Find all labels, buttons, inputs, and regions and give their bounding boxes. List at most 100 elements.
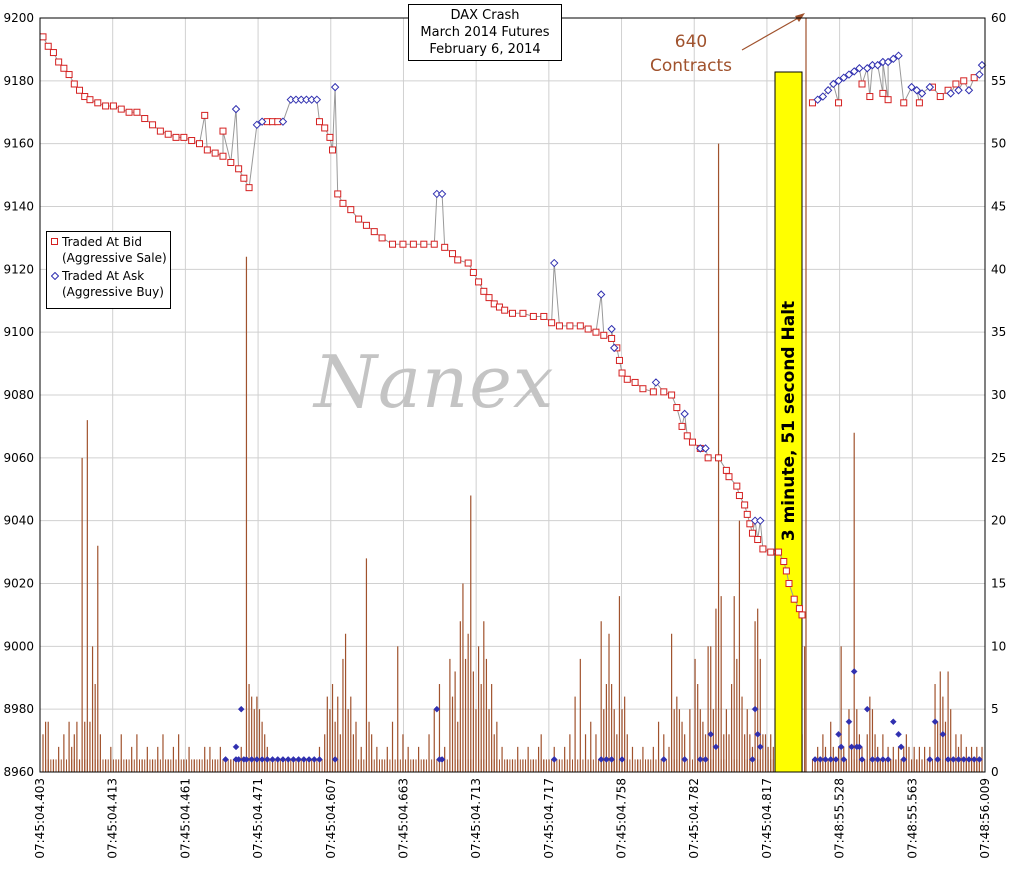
ask-point (849, 67, 859, 76)
bid-point (326, 133, 334, 141)
left-tick-label: 9160 (3, 137, 34, 151)
bid-point (566, 322, 574, 330)
ask-point (813, 95, 822, 104)
legend-bid-sublabel: (Aggressive Sale) (62, 251, 167, 265)
ask-volume-dot (438, 756, 446, 763)
halt-label: 3 minute, 51 second Halt (779, 300, 799, 542)
contracts-annotation: 640 Contracts (650, 30, 732, 78)
x-tick-label: 07:45:04.607 (324, 778, 338, 859)
bid-point (227, 159, 235, 167)
ask-volume-dot (832, 756, 840, 763)
bid-point (70, 80, 78, 88)
ask-point (330, 82, 340, 92)
right-tick-label: 55 (991, 74, 1006, 88)
bid-point (60, 64, 68, 72)
bid-point (449, 250, 457, 258)
bid-point (900, 99, 908, 107)
bid-point (65, 71, 73, 79)
ask-point (889, 54, 898, 64)
ask-volume-dot (331, 756, 339, 763)
left-tick-label: 9180 (3, 74, 34, 88)
annotation-value: 640 (674, 32, 708, 52)
ask-volume-dot (274, 756, 282, 763)
bid-point (683, 432, 691, 440)
x-tick-label: 07:48:55.563 (905, 778, 919, 859)
legend-ask-sublabel: (Aggressive Buy) (62, 285, 164, 299)
bid-point (399, 240, 407, 248)
ask-volume-dot (850, 668, 858, 675)
bid-point (240, 174, 248, 182)
bid-point (362, 221, 370, 229)
bid-point (722, 466, 730, 474)
square-marker-icon (51, 238, 58, 245)
bid-point (378, 234, 386, 242)
ask-volume-dot (237, 705, 245, 713)
bid-point (464, 259, 472, 267)
ask-volume-dot (222, 756, 229, 763)
bid-point (156, 127, 164, 135)
bid-point (196, 140, 203, 148)
bid-point (704, 454, 712, 462)
left-tick-label: 9060 (3, 451, 34, 465)
ask-volume-dot (955, 756, 962, 763)
bid-point (133, 108, 141, 116)
bid-point (125, 108, 133, 116)
ask-volume-dot (869, 756, 876, 763)
ask-point (756, 516, 765, 525)
bid-point (149, 121, 157, 129)
ask-volume-dot (816, 756, 824, 763)
ask-point (917, 89, 927, 98)
halt-bar (774, 71, 803, 773)
bid-point (509, 309, 516, 317)
bid-point (735, 492, 743, 500)
ask-volume-dot (897, 743, 905, 751)
bid-point (782, 567, 790, 575)
bid-point (529, 312, 537, 320)
ask-volume-dot (939, 730, 947, 738)
bid-point (180, 133, 188, 141)
ask-volume-dot (305, 756, 313, 763)
bid-point (808, 99, 816, 107)
bid-point (117, 105, 125, 113)
ask-point (964, 86, 974, 95)
bid-point (245, 184, 253, 192)
ask-point (883, 57, 893, 67)
bid-point (746, 520, 754, 528)
bid-point (315, 118, 323, 126)
right-tick-label: 60 (991, 11, 1006, 25)
ask-point (818, 92, 828, 101)
bid-point (235, 165, 243, 173)
bid-point (86, 96, 94, 104)
bid-point (454, 256, 462, 264)
bid-point (576, 322, 584, 330)
bid-point (952, 80, 960, 88)
bid-point (519, 309, 527, 317)
bid-point (339, 199, 347, 207)
ask-volume-dot (884, 756, 892, 763)
x-tick-label: 07:45:04.413 (106, 778, 120, 859)
ask-volume-dot (248, 756, 256, 763)
ask-volume-dot (822, 756, 829, 763)
x-tick-label: 07:48:55.528 (833, 778, 847, 859)
right-tick-label: 25 (991, 451, 1006, 465)
bid-point (219, 152, 227, 160)
title-line-1: DAX Crash (450, 8, 520, 23)
ask-point (278, 117, 288, 126)
ask-point (829, 79, 838, 89)
bid-point (480, 287, 488, 295)
bid-point (55, 58, 63, 66)
right-tick-label: 10 (991, 639, 1006, 653)
bid-point (639, 385, 647, 393)
ask-volume-dot (900, 756, 908, 763)
ask-point (607, 324, 616, 334)
bid-point (649, 388, 657, 396)
ask-volume-dot (433, 705, 441, 713)
ask-volume-dot (827, 756, 835, 763)
bid-point (501, 306, 509, 314)
bid-point (475, 278, 483, 286)
x-tick-label: 07:45:04.403 (33, 778, 47, 859)
ask-volume-dot (811, 756, 819, 763)
chart-title: DAX Crash March 2014 Futures February 6,… (408, 4, 562, 61)
ask-volume-dot (960, 756, 968, 763)
title-line-2: March 2014 Futures (420, 25, 550, 40)
